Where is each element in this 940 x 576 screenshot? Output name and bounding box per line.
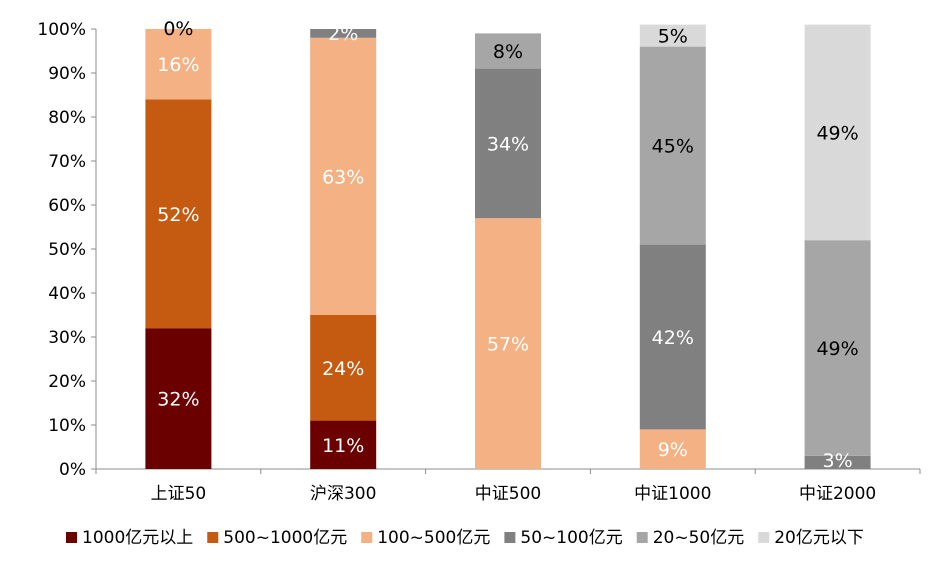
y-tick-label: 90% xyxy=(48,64,86,84)
bar-segment xyxy=(475,33,541,69)
bar-segment xyxy=(639,46,706,245)
y-tick-label: 60% xyxy=(48,196,86,216)
bar-segment xyxy=(310,315,377,421)
bar-segment xyxy=(804,455,871,469)
data-label: 49% xyxy=(816,122,858,144)
y-tick-label: 70% xyxy=(48,152,86,172)
legend-label: 100~500亿元 xyxy=(377,528,490,548)
data-label: 42% xyxy=(652,327,694,349)
bar-segment xyxy=(804,240,871,456)
data-label: 11% xyxy=(322,435,364,457)
data-label: 63% xyxy=(322,166,364,188)
data-label: 45% xyxy=(652,136,694,158)
legend-swatch xyxy=(66,532,77,543)
legend-swatch xyxy=(758,532,770,543)
data-label: 34% xyxy=(487,133,529,155)
data-label: 52% xyxy=(157,204,199,226)
x-category-label: 沪深300 xyxy=(310,484,376,504)
bar-segment xyxy=(310,420,377,469)
y-tick-label: 50% xyxy=(48,240,86,260)
bar-segment xyxy=(804,24,871,241)
bar-segment xyxy=(639,429,706,469)
legend-swatch xyxy=(636,532,648,543)
data-label: 9% xyxy=(658,439,688,461)
data-label: 3% xyxy=(823,450,853,472)
bar-segment xyxy=(145,99,212,329)
data-labels: 32% 52% 16% 0% 11% 24% 63% 2% 57% 34% 8% 9% 42% 45% 5%… xyxy=(157,18,858,472)
bar-segment xyxy=(475,68,541,219)
axes: 0% 10% 20% 30% 40% 50% 60% 70% 80% 90% 100% 上证50 沪深3… xyxy=(37,20,921,504)
bar-segment xyxy=(310,29,377,38)
legend-label: 20亿元以下 xyxy=(774,528,864,548)
x-category-label: 中证500 xyxy=(475,484,541,504)
data-label: 8% xyxy=(493,41,523,63)
y-tick-label: 10% xyxy=(48,416,86,436)
data-label: 57% xyxy=(487,334,529,356)
y-tick-label: 30% xyxy=(48,328,86,348)
x-category-label: 上证50 xyxy=(151,484,207,504)
bars xyxy=(145,24,871,469)
x-category-label: 中证2000 xyxy=(799,484,876,504)
y-tick-label: 100% xyxy=(37,20,86,40)
data-label: 32% xyxy=(157,389,199,411)
bar-segment xyxy=(145,29,212,100)
data-label: 2% xyxy=(328,23,358,45)
bar-segment xyxy=(639,24,706,47)
bar-segment xyxy=(475,218,541,469)
legend-label: 20~50亿元 xyxy=(653,528,745,548)
data-label: 16% xyxy=(157,54,199,76)
legend-label: 500~1000亿元 xyxy=(223,528,347,548)
y-tick-label: 0% xyxy=(59,460,86,480)
data-label: 5% xyxy=(658,26,688,48)
bar-segment xyxy=(639,244,706,430)
x-category-label: 中证1000 xyxy=(634,484,711,504)
data-label: 49% xyxy=(816,338,858,360)
bar-segment xyxy=(145,328,212,469)
legend: 1000亿元以上 500~1000亿元 100~500亿元 50~100亿元 20~50… xyxy=(66,528,864,548)
y-tick-label: 20% xyxy=(48,372,86,392)
legend-label: 1000亿元以上 xyxy=(82,528,193,548)
bar-segment xyxy=(310,37,377,316)
data-label: 24% xyxy=(322,358,364,380)
data-label: 0% xyxy=(163,18,193,40)
y-tick-label: 40% xyxy=(48,284,86,304)
legend-swatch xyxy=(361,532,373,543)
y-tick-label: 80% xyxy=(48,108,86,128)
legend-label: 50~100亿元 xyxy=(520,528,622,548)
legend-swatch xyxy=(207,532,219,543)
legend-swatch xyxy=(504,532,516,543)
